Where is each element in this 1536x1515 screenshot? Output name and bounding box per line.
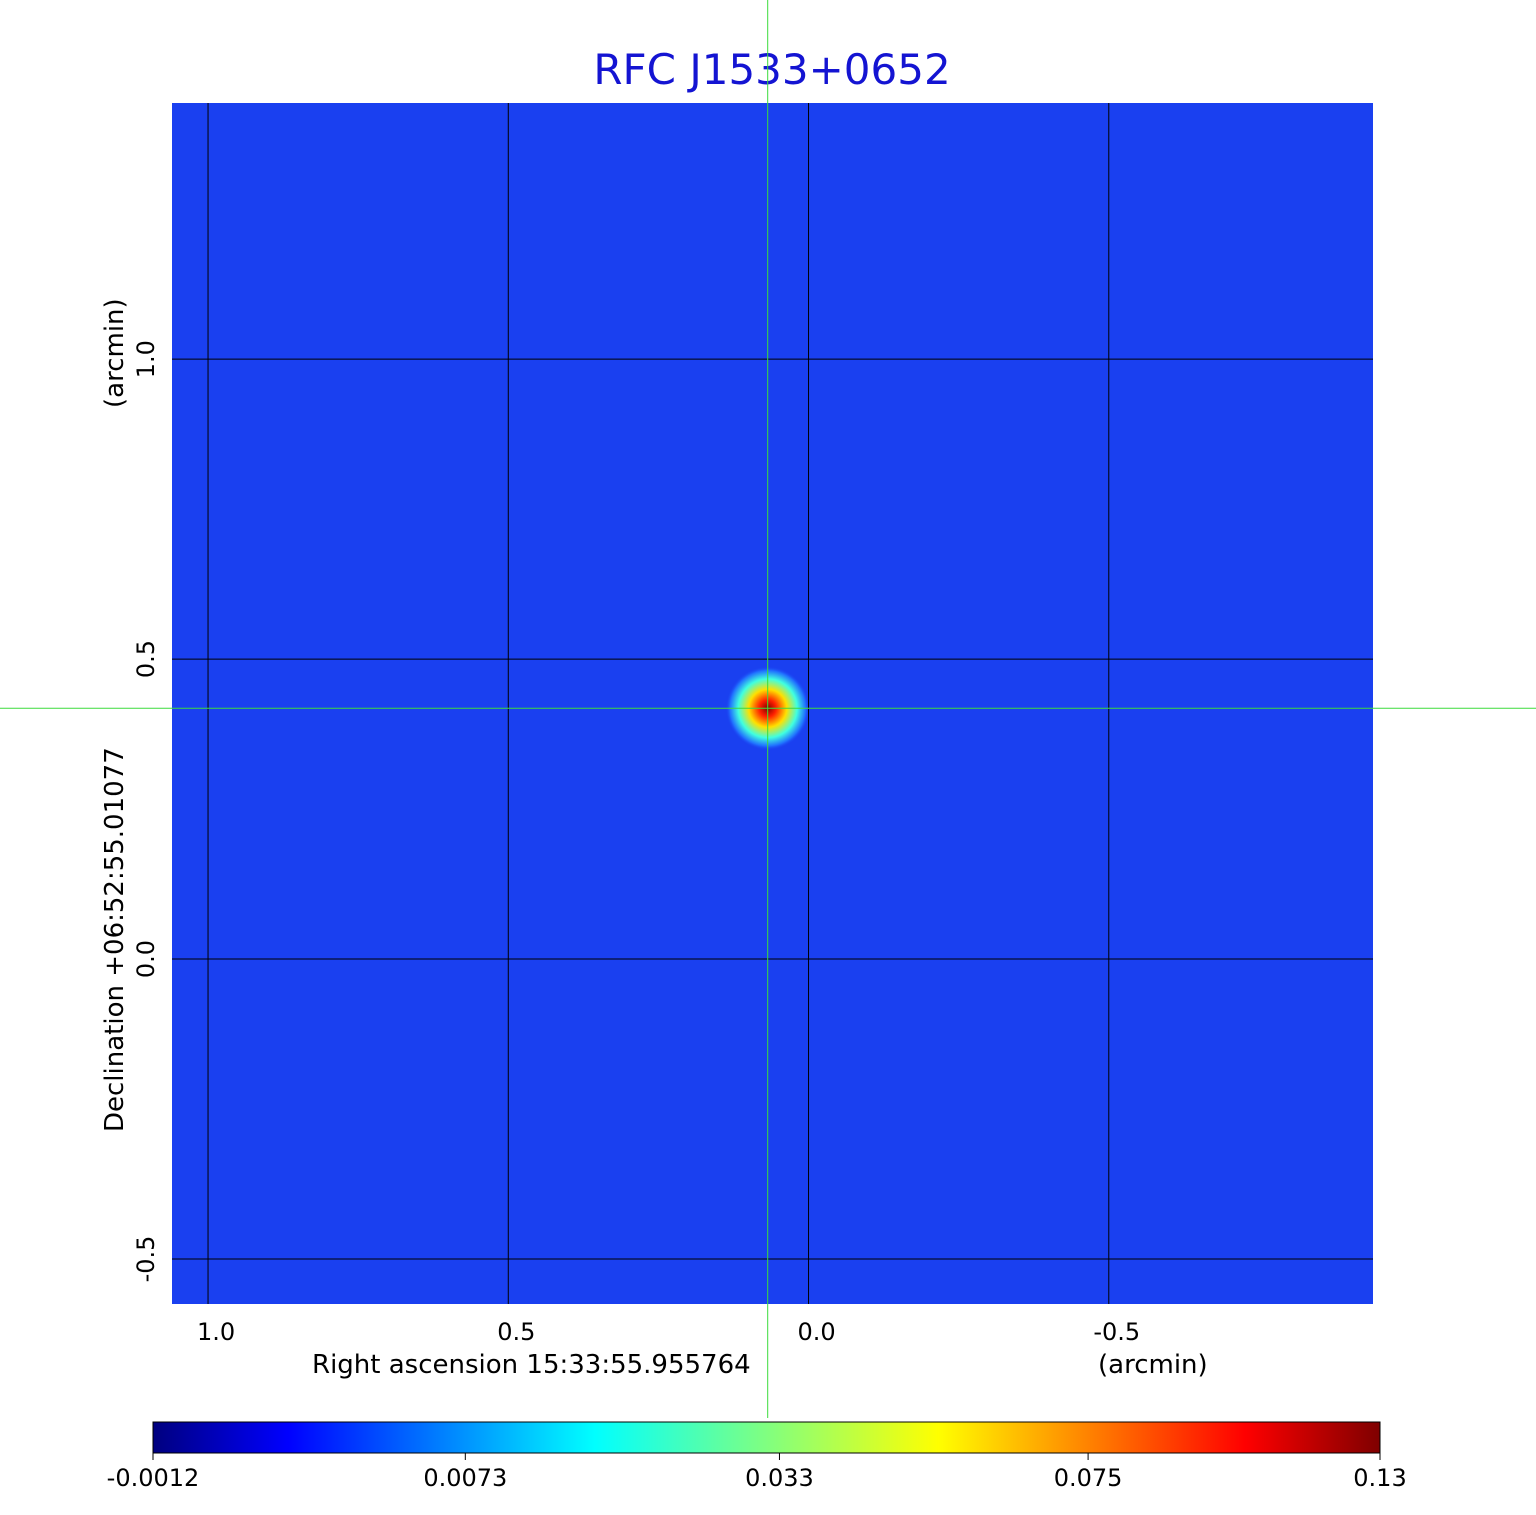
y-axis-label: Declination +06:52:55.01077 [100,747,130,1132]
colorbar-tick-label: 0.0073 [423,1464,507,1492]
colorbar [152,1421,1381,1454]
x-tick-label: 0.5 [497,1318,535,1346]
x-tick-label: -0.5 [1093,1318,1140,1346]
y-tick-label: -0.5 [132,1236,160,1283]
colorbar-tick-label: 0.033 [745,1464,814,1492]
colorbar-tick-label: -0.0012 [107,1464,200,1492]
x-axis-unit: (arcmin) [1098,1350,1208,1380]
y-axis-unit: (arcmin) [100,298,130,408]
y-tick-label: 0.5 [132,640,160,678]
colorbar-tick-label: 0.13 [1353,1464,1406,1492]
chart-title: RFC J1533+0652 [593,45,950,94]
x-tick-label: 0.0 [797,1318,835,1346]
x-tick-label: 1.0 [197,1318,235,1346]
y-tick-label: 0.0 [132,940,160,978]
y-tick-label: 1.0 [132,340,160,378]
x-axis-label: Right ascension 15:33:55.955764 [312,1350,751,1380]
colorbar-tick-label: 0.075 [1054,1464,1123,1492]
